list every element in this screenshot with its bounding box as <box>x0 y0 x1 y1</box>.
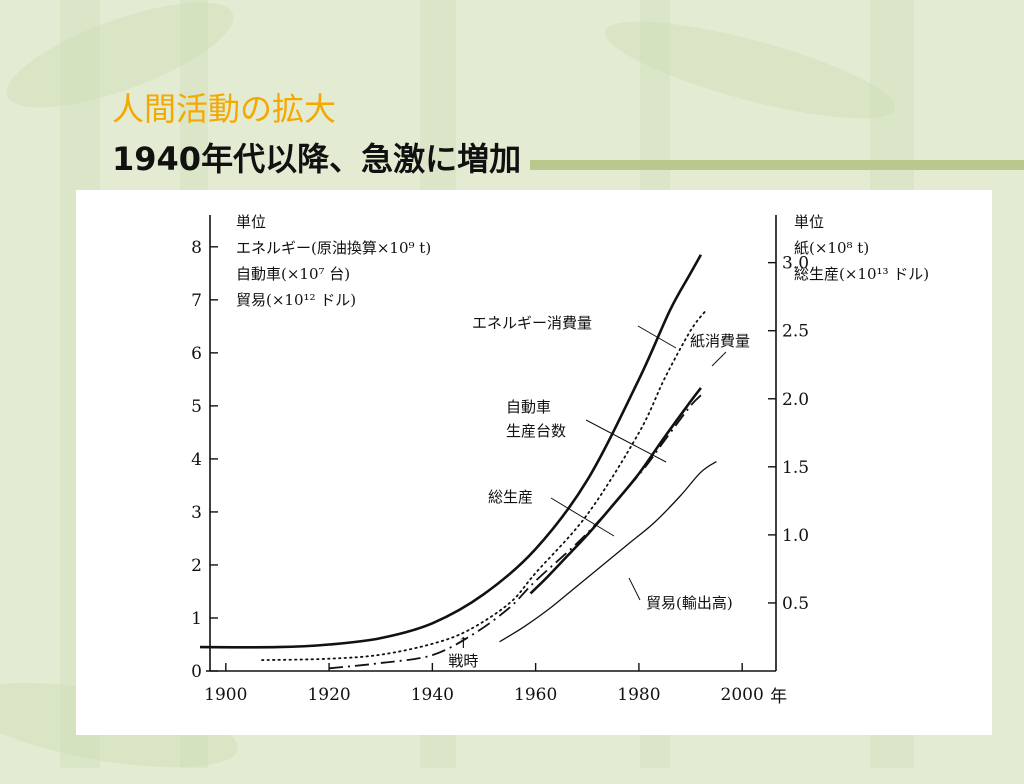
axes: 0 1 2 3 4 5 6 7 8 0.5 1.0 1.5 2.0 2.5 3.0 1900 1920 1940 1… <box>191 215 809 707</box>
series-label: 自動車 <box>506 398 551 416</box>
title-rule <box>530 160 1024 170</box>
series-line-4 <box>529 387 702 595</box>
left-tick-label: 5 <box>191 397 202 417</box>
left-tick-label: 3 <box>191 503 202 523</box>
right-tick-label: 2.5 <box>782 322 809 342</box>
series-leader-line <box>585 419 667 463</box>
series-label: 総生産 <box>488 488 533 506</box>
left-tick-label: 2 <box>191 556 202 576</box>
series-label: 貿易(輸出高) <box>646 594 733 612</box>
right-tick-label: 1.5 <box>782 458 809 478</box>
left-tick-label: 6 <box>191 344 202 364</box>
left-tick-label: 8 <box>191 238 202 258</box>
right-tick-label: 0.5 <box>782 594 809 614</box>
series-line-2 <box>261 309 707 661</box>
x-tick-label: 1960 <box>514 685 557 705</box>
series-leader-line <box>711 351 727 367</box>
series-label: エネルギー消費量 <box>472 314 592 332</box>
right-axis-unit-line: 紙(×10⁸ t) <box>794 239 869 257</box>
x-tick-label: 1900 <box>204 685 247 705</box>
line-chart: 0 1 2 3 4 5 6 7 8 0.5 1.0 1.5 2.0 2.5 3.0 1900 1920 1940 1… <box>191 213 929 707</box>
series-line-3 <box>329 394 702 670</box>
series-line-1 <box>199 254 703 649</box>
annotation-arrow: ↑ <box>457 634 470 652</box>
left-axis-unit-line: 貿易(×10¹² ドル) <box>236 291 356 309</box>
series-label: 紙消費量 <box>690 332 750 350</box>
x-tick-label: 1940 <box>411 685 454 705</box>
left-axis-unit-line: 単位 <box>236 213 266 231</box>
chart-panel: 0 1 2 3 4 5 6 7 8 0.5 1.0 1.5 2.0 2.5 3.0 1900 1920 1940 1… <box>76 190 992 735</box>
slide-title: 人間活動の拡大 <box>112 90 337 128</box>
left-axis-unit-line: エネルギー(原油換算×10⁹ t) <box>236 239 431 257</box>
x-tick-label: 2000 <box>721 685 764 705</box>
series-layer <box>199 254 717 670</box>
series-label: 生産台数 <box>506 422 566 440</box>
series-leader-line <box>550 497 615 537</box>
series-leader-line <box>628 577 641 601</box>
x-axis-unit: 年 <box>770 687 787 707</box>
left-axis-unit-line: 自動車(×10⁷ 台) <box>236 265 350 283</box>
annotation-label: 戦時 <box>448 652 478 670</box>
left-tick-label: 0 <box>191 662 202 682</box>
right-tick-label: 1.0 <box>782 526 809 546</box>
left-tick-label: 1 <box>191 609 202 629</box>
left-tick-label: 4 <box>191 450 202 470</box>
right-tick-label: 3.0 <box>782 254 809 274</box>
series-leader-line <box>637 325 677 349</box>
slide-subtitle: 1940年代以降、急激に増加 <box>112 140 522 178</box>
x-tick-label: 1920 <box>307 685 350 705</box>
right-tick-label: 2.0 <box>782 390 809 410</box>
left-tick-label: 7 <box>191 291 202 311</box>
right-axis-unit-line: 総生産(×10¹³ ドル) <box>794 265 929 283</box>
x-tick-label: 1980 <box>617 685 660 705</box>
right-axis-unit-line: 単位 <box>794 213 824 231</box>
series-line-5 <box>499 461 717 643</box>
